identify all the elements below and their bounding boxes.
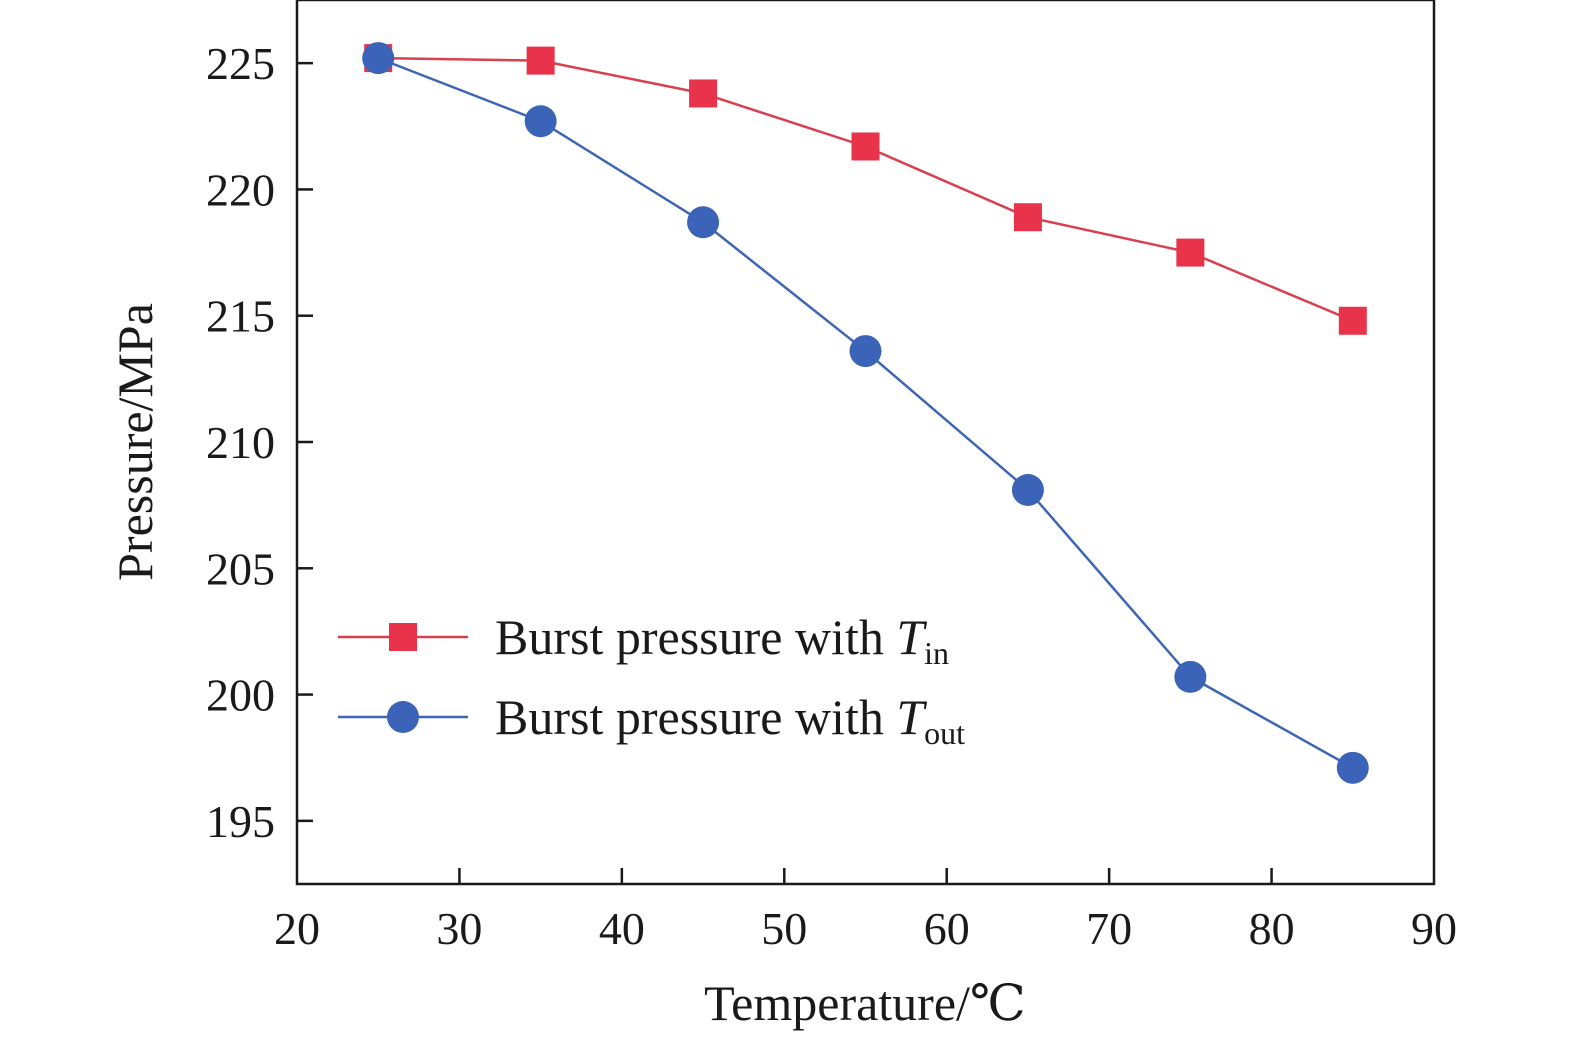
- data-point-circle: [1011, 473, 1044, 506]
- x-tick-label: 20: [274, 903, 320, 954]
- y-tick-label: 200: [206, 670, 275, 721]
- legend-marker-square: [389, 623, 417, 651]
- y-tick-label: 195: [206, 796, 275, 847]
- x-tick-label: 60: [924, 903, 970, 954]
- y-axis: 195 200 205 210 215 220 225: [206, 38, 313, 847]
- y-tick-label: 220: [206, 164, 275, 215]
- x-axis: 20 30 40 50 60 70 80 90: [274, 868, 1457, 954]
- legend-label: Burst pressure with Tout: [495, 689, 965, 751]
- data-point-square: [1338, 306, 1367, 335]
- y-tick-label: 205: [206, 543, 275, 594]
- series-1: [364, 44, 1367, 335]
- series-line: [378, 56, 1354, 322]
- data-point-circle: [687, 206, 720, 239]
- x-tick-label: 30: [436, 903, 482, 954]
- legend-entry-1: Burst pressure with Tin: [338, 609, 949, 671]
- legend-entry-2: Burst pressure with Tout: [338, 689, 965, 751]
- legend-label: Burst pressure with Tin: [495, 609, 949, 671]
- data-point-square: [851, 132, 880, 161]
- y-tick-label: 210: [206, 417, 275, 468]
- series-2: [362, 42, 1369, 784]
- data-point-circle: [362, 42, 395, 75]
- y-tick-label: 215: [206, 291, 275, 342]
- data-point-circle: [524, 105, 557, 138]
- data-point-square: [1013, 203, 1042, 232]
- series-layer: [362, 42, 1369, 784]
- y-axis-label: Pressure/MPa: [107, 303, 163, 581]
- data-point-circle: [1174, 660, 1207, 693]
- x-tick-label: 90: [1411, 903, 1457, 954]
- x-tick-label: 80: [1249, 903, 1295, 954]
- data-point-square: [1176, 238, 1205, 267]
- data-point-square: [689, 79, 718, 108]
- legend-marker-circle: [387, 701, 419, 733]
- legend: Burst pressure with Tin Burst pressure wi…: [338, 609, 965, 751]
- x-tick-label: 50: [761, 903, 807, 954]
- x-axis-label: Temperature/℃: [704, 975, 1026, 1031]
- data-point-circle: [1336, 751, 1369, 784]
- x-tick-label: 40: [599, 903, 645, 954]
- x-tick-label: 70: [1086, 903, 1132, 954]
- data-point-circle: [849, 335, 882, 368]
- data-point-square: [526, 46, 555, 75]
- y-tick-label: 225: [206, 38, 275, 89]
